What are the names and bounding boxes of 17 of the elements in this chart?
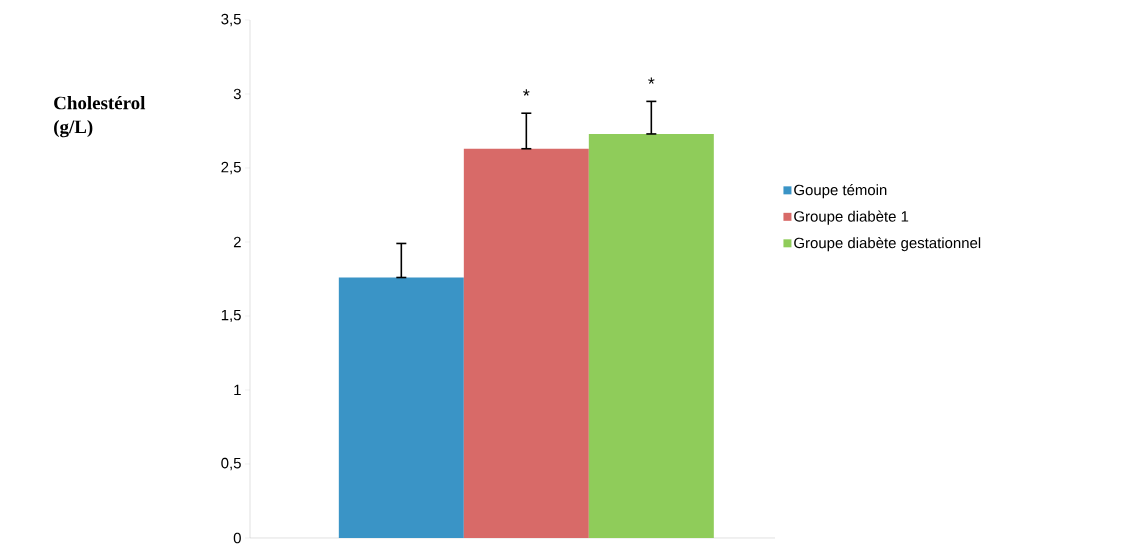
y-axis-title: Cholestérol (g/L) (54, 96, 146, 138)
y-tick-label: 1,5 (221, 309, 241, 323)
legend-label: Goupe témoin (794, 184, 887, 199)
y-tick-label: 3,5 (221, 13, 241, 27)
y-tick-label: 3 (233, 88, 241, 100)
legend-label: Groupe diabète gestationnel (794, 237, 981, 252)
bar (463, 148, 589, 538)
y-tick-label: 1 (234, 384, 241, 396)
bar (338, 277, 464, 538)
annotation: * (648, 77, 655, 84)
y-tick-label: 2,5 (221, 161, 241, 175)
y-tick-label: 2 (233, 236, 241, 248)
y-tick-label: 0 (233, 532, 241, 544)
bar (588, 133, 714, 538)
y-tick-label: 0,5 (221, 457, 241, 471)
annotation: * (523, 89, 530, 96)
legend-label: Groupe diabète 1 (794, 210, 909, 225)
